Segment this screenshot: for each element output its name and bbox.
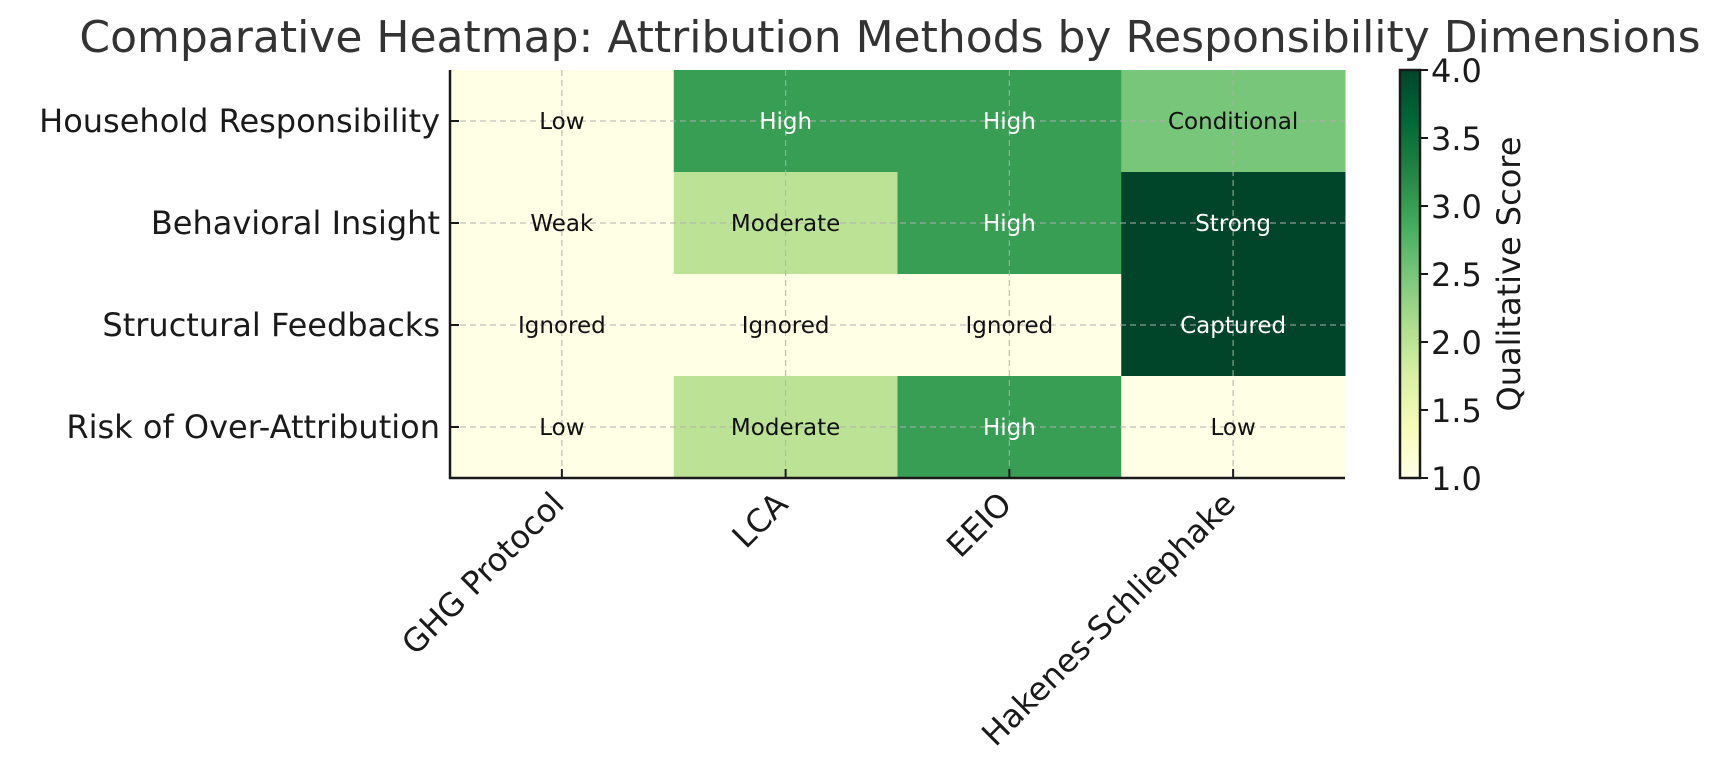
axes (448, 70, 1345, 480)
cell-label: High (983, 109, 1036, 135)
colorbar-gradient (1398, 68, 1422, 480)
cell-label: Low (1210, 415, 1255, 441)
cell-label: High (983, 415, 1036, 441)
y-tick-label: Behavioral Insight (151, 204, 440, 242)
y-tick-label: Structural Feedbacks (102, 306, 440, 344)
x-tick-label: Hakenes-Schliephake (974, 485, 1243, 754)
cell-label: Ignored (742, 313, 830, 339)
cell-labels: Low High High Conditional Weak Moderate High St… (518, 109, 1298, 441)
cell-label: Low (539, 415, 584, 441)
colorbar-tick-label: 4.0 (1431, 52, 1482, 90)
y-tick-label: Household Responsibility (39, 102, 440, 140)
colorbar: 1.0 1.5 2.0 2.5 3.0 3.5 4.0 Qualitative Score (1398, 52, 1528, 498)
x-tick-label: EEIO (939, 485, 1019, 565)
colorbar-tick-label: 2.5 (1431, 256, 1482, 294)
cell-label: Low (539, 109, 584, 135)
chart-title: Comparative Heatmap: Attribution Methods… (79, 12, 1700, 63)
x-tick-label: GHG Protocol (394, 485, 571, 662)
colorbar-label: Qualitative Score (1490, 137, 1528, 412)
colorbar-tick-label: 3.0 (1431, 188, 1482, 226)
cell-label: High (983, 211, 1036, 237)
cell-label: Strong (1195, 211, 1271, 237)
cell-label: Ignored (518, 313, 606, 339)
colorbar-tick-label: 1.5 (1431, 392, 1482, 430)
cell-label: Ignored (966, 313, 1054, 339)
colorbar-tick-label: 3.5 (1431, 120, 1482, 158)
y-tick-labels: Household Responsibility Behavioral Insig… (39, 102, 440, 446)
cell-label: Captured (1180, 313, 1286, 339)
colorbar-tick-label: 2.0 (1431, 324, 1482, 362)
cell-label: Moderate (731, 415, 840, 441)
y-tick-label: Risk of Over-Attribution (66, 408, 440, 446)
x-tick-label: LCA (725, 485, 796, 556)
cell-label: Weak (530, 211, 594, 237)
grid-lines (450, 70, 1345, 478)
cell-label: Moderate (731, 211, 840, 237)
colorbar-tick-label: 1.0 (1431, 460, 1482, 498)
cell-label: High (759, 109, 812, 135)
cell-label: Conditional (1168, 109, 1298, 135)
